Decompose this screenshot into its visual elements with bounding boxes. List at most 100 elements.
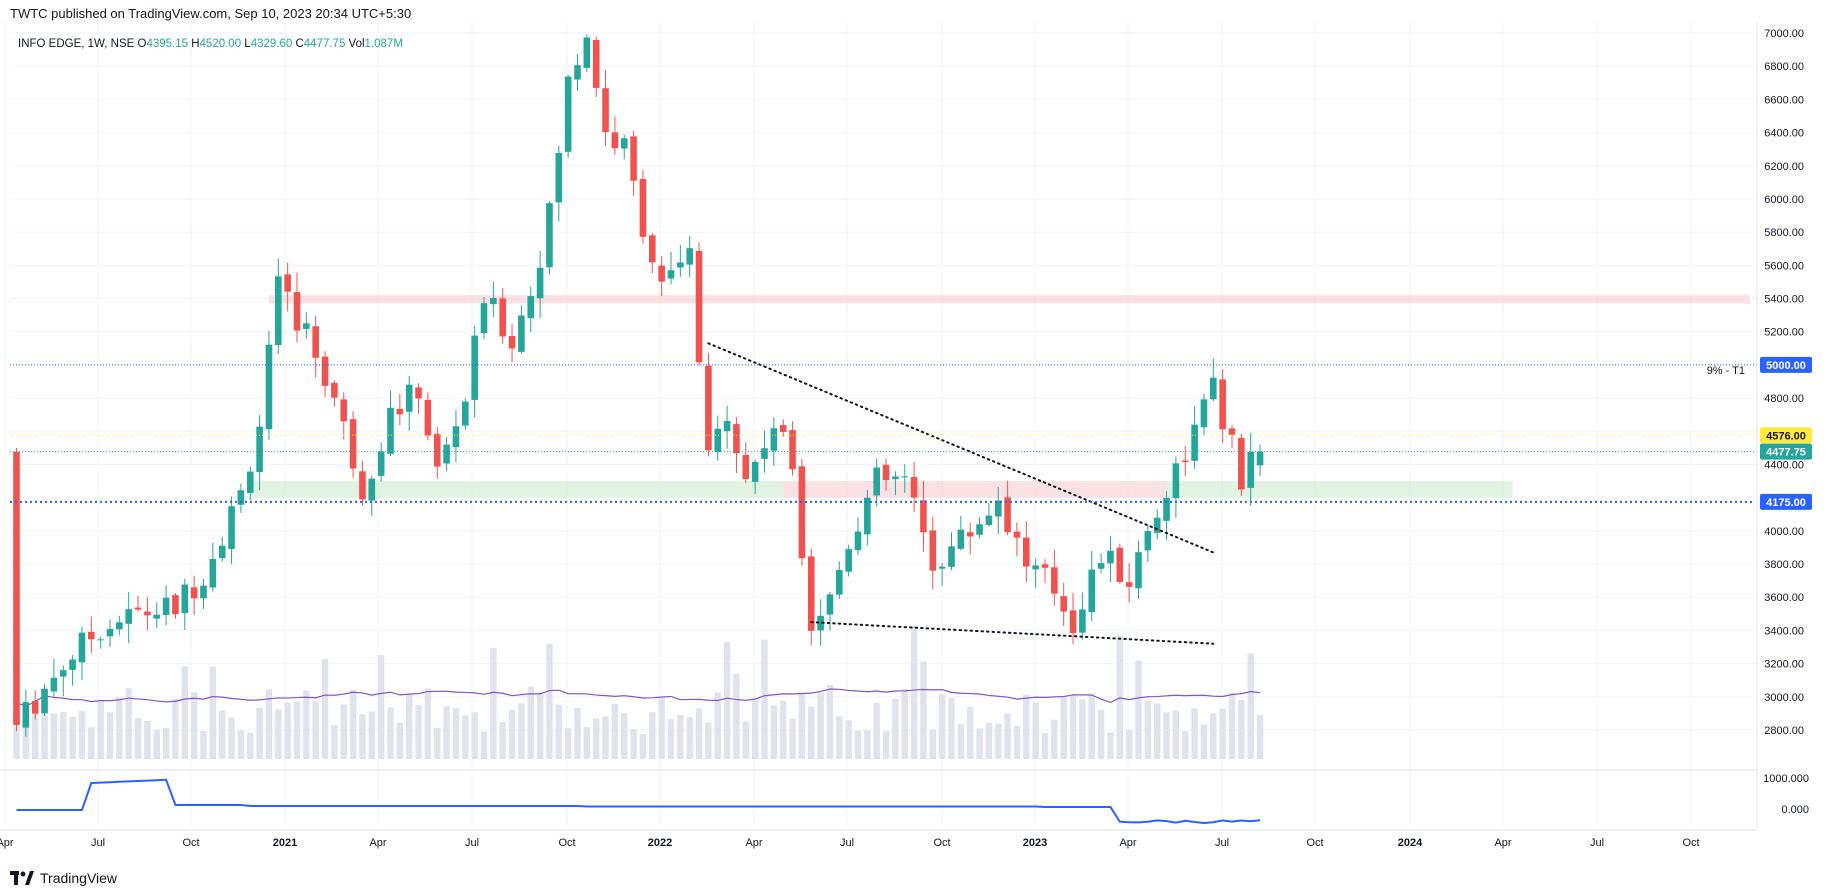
y-tick-label: 4800.00 xyxy=(1764,393,1804,405)
candle-body xyxy=(1256,451,1264,466)
candle-body xyxy=(190,587,198,599)
candle xyxy=(976,517,983,539)
volume-bar xyxy=(293,701,301,759)
candle-body xyxy=(1116,547,1124,582)
volume-bar xyxy=(836,716,843,759)
candle-body xyxy=(518,315,525,352)
candle-body xyxy=(938,566,946,569)
volume-bar xyxy=(1247,653,1254,759)
volume-bar xyxy=(723,642,731,759)
candle xyxy=(920,480,927,552)
price-label-text: 4175.00 xyxy=(1766,497,1806,509)
candle xyxy=(218,536,226,562)
candle-body xyxy=(293,292,301,331)
candle-body xyxy=(817,615,824,631)
volume-bar xyxy=(237,730,245,759)
candle xyxy=(742,442,750,483)
y-tick-label: 3800.00 xyxy=(1764,559,1804,571)
candle xyxy=(1228,425,1236,448)
candle xyxy=(892,471,899,496)
legend-o-label: O xyxy=(138,38,147,50)
candle-body xyxy=(162,597,170,615)
brand-label: TradingView xyxy=(40,870,118,886)
candle xyxy=(452,409,460,463)
candle xyxy=(172,592,179,619)
candle-body xyxy=(181,584,189,614)
volume-bar xyxy=(1228,692,1236,759)
candle-body xyxy=(583,37,591,68)
candle xyxy=(499,287,506,344)
candle xyxy=(985,503,993,527)
candle-body xyxy=(555,153,563,203)
volume-bar xyxy=(1256,715,1264,759)
y-tick-label: 7000.00 xyxy=(1764,28,1804,40)
candle-body xyxy=(303,323,310,329)
volume-bar xyxy=(284,702,291,759)
candle xyxy=(1163,491,1170,541)
candle xyxy=(162,585,170,626)
volume-bar xyxy=(125,688,132,759)
candle-body xyxy=(452,426,460,448)
volume-bar xyxy=(153,729,160,759)
candle-body xyxy=(976,524,983,535)
price-label-bg xyxy=(1760,356,1812,373)
y-tick-label: 6000.00 xyxy=(1764,194,1804,206)
volume-bar xyxy=(770,705,778,759)
price-label-text: 5000.00 xyxy=(1766,360,1806,372)
price-label-box: 4175.00 xyxy=(1760,493,1812,510)
volume-bar xyxy=(667,719,675,759)
candle-body xyxy=(1191,424,1198,461)
candle-body xyxy=(480,303,488,334)
volume-bar xyxy=(882,730,890,759)
y-tick-label: 5600.00 xyxy=(1764,260,1804,272)
volume-bar xyxy=(817,692,824,759)
volume-bar xyxy=(985,722,993,759)
volume-bar xyxy=(60,712,67,759)
candle xyxy=(798,458,806,566)
candle-body xyxy=(144,611,151,616)
candle xyxy=(181,578,189,630)
x-tick-label: Apr xyxy=(1119,837,1136,849)
candle-body xyxy=(1125,582,1133,587)
candle xyxy=(359,460,366,506)
candle xyxy=(574,54,581,91)
tradingview-brand[interactable]: TradingView xyxy=(10,870,117,886)
candle-body xyxy=(1238,437,1245,490)
candle-body xyxy=(882,464,890,481)
candle xyxy=(13,447,20,731)
candle xyxy=(695,242,703,366)
volume-bar xyxy=(321,658,329,759)
volume-bar xyxy=(1079,699,1086,759)
candle-body xyxy=(1153,517,1161,533)
zone-rect xyxy=(250,481,784,498)
volume-bar xyxy=(808,706,815,759)
candle-body xyxy=(172,595,179,615)
zone-rect xyxy=(783,481,1167,498)
annotation-label: 9% - T1 xyxy=(1707,365,1745,377)
candle-body xyxy=(536,267,544,299)
volume-bar xyxy=(50,713,58,759)
tradingview-logo-icon xyxy=(10,871,34,885)
volume-bar xyxy=(1154,703,1161,759)
zone-rect xyxy=(268,295,1751,304)
volume-bar xyxy=(910,626,918,759)
candle xyxy=(144,597,151,631)
candle xyxy=(59,665,67,697)
candle-body xyxy=(1051,567,1058,594)
volume-bar xyxy=(901,689,908,759)
volume-bar xyxy=(69,716,76,759)
candle xyxy=(751,459,759,494)
candle-body xyxy=(1004,497,1011,533)
candle-body xyxy=(377,451,385,476)
candle-body xyxy=(321,356,329,386)
volume-bar xyxy=(1032,702,1039,759)
candle-body xyxy=(994,500,1002,517)
volume-bar xyxy=(602,716,609,759)
x-tick-label: 2024 xyxy=(1398,837,1423,849)
price-label-bg xyxy=(1760,427,1812,444)
candle-body xyxy=(1041,564,1049,568)
volume-bar xyxy=(406,694,413,759)
candle xyxy=(639,170,647,244)
candle xyxy=(1247,432,1254,506)
